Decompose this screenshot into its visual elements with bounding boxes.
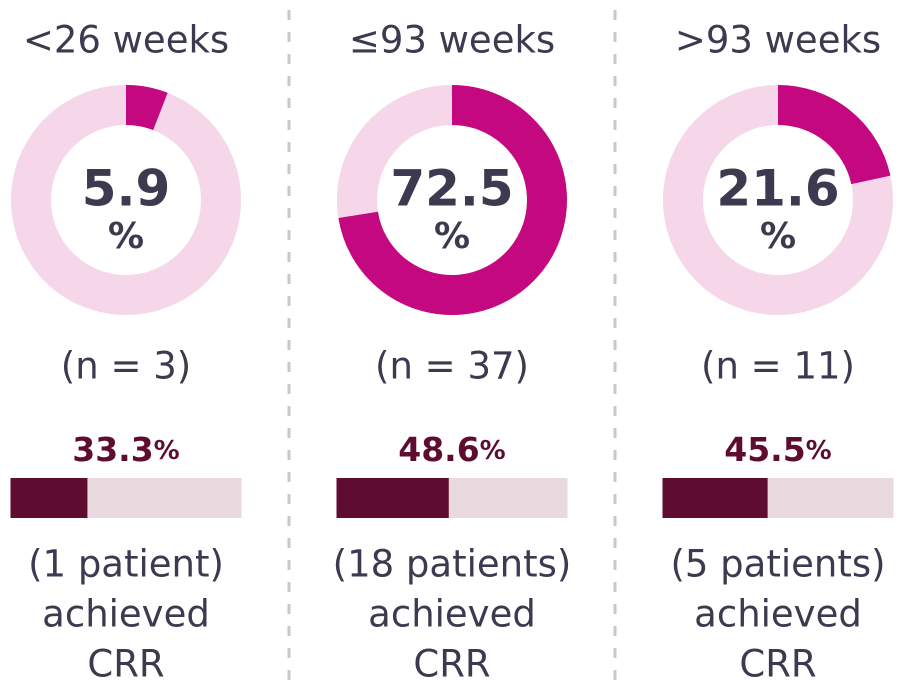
column-title: >93 weeks xyxy=(675,19,881,62)
bar-label: 33.3% xyxy=(72,430,179,469)
donut-unit: % xyxy=(760,216,796,257)
donut-value: 72.5 xyxy=(390,160,513,218)
bar-label: 48.6% xyxy=(398,430,505,469)
caption: CRR xyxy=(413,643,490,686)
caption: achieved xyxy=(368,593,536,636)
donut-segment xyxy=(338,85,567,315)
donut-unit: % xyxy=(108,216,144,257)
bar-value: 33.3 xyxy=(72,430,153,469)
caption: achieved xyxy=(694,593,862,636)
donut-unit: % xyxy=(434,216,470,257)
n-label: (n = 3) xyxy=(61,345,191,388)
bar-value: 48.6 xyxy=(398,430,479,469)
caption: (18 patients) xyxy=(333,543,572,586)
bar-unit: % xyxy=(480,436,506,466)
bar xyxy=(10,478,88,518)
caption: (1 patient) xyxy=(28,543,224,586)
donut-value: 21.6 xyxy=(716,160,839,218)
caption: CRR xyxy=(739,643,816,686)
n-label: (n = 37) xyxy=(375,345,529,388)
bar-value: 45.5 xyxy=(724,430,805,469)
donut-segment xyxy=(125,85,168,131)
bar-label: 45.5% xyxy=(724,430,831,469)
donut-value: 5.9 xyxy=(82,160,171,218)
column-title: ≤93 weeks xyxy=(349,19,555,62)
bar-unit: % xyxy=(806,436,832,466)
column-title: <26 weeks xyxy=(23,19,229,62)
donut-segment xyxy=(777,85,891,185)
caption: CRR xyxy=(87,643,164,686)
bar xyxy=(662,478,768,518)
bar-unit: % xyxy=(154,436,180,466)
n-label: (n = 11) xyxy=(701,345,855,388)
bar xyxy=(336,478,449,518)
caption: achieved xyxy=(42,593,210,636)
caption: (5 patients) xyxy=(670,543,885,586)
